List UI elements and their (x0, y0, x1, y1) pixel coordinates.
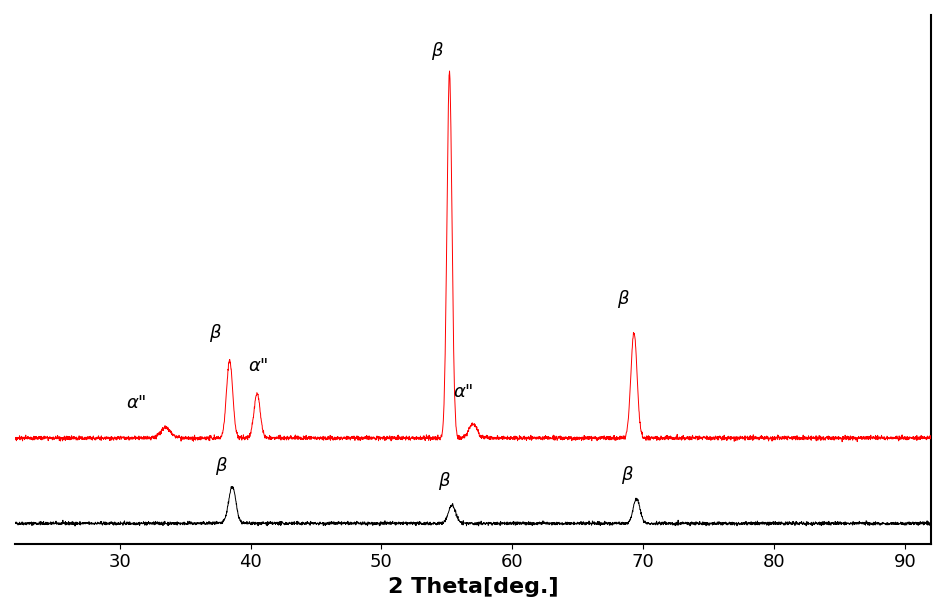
Text: $\alpha$": $\alpha$" (248, 357, 269, 375)
Text: $\alpha$": $\alpha$" (453, 383, 474, 401)
Text: $\beta$: $\beta$ (438, 470, 450, 492)
X-axis label: 2 Theta[deg.]: 2 Theta[deg.] (388, 577, 558, 597)
Text: $\beta$: $\beta$ (209, 323, 221, 345)
Text: $\beta$: $\beta$ (621, 464, 634, 486)
Text: $\beta$: $\beta$ (617, 288, 630, 310)
Text: $\beta$: $\beta$ (215, 455, 228, 477)
Text: $\beta$: $\beta$ (431, 40, 444, 62)
Text: $\alpha$": $\alpha$" (126, 394, 147, 411)
